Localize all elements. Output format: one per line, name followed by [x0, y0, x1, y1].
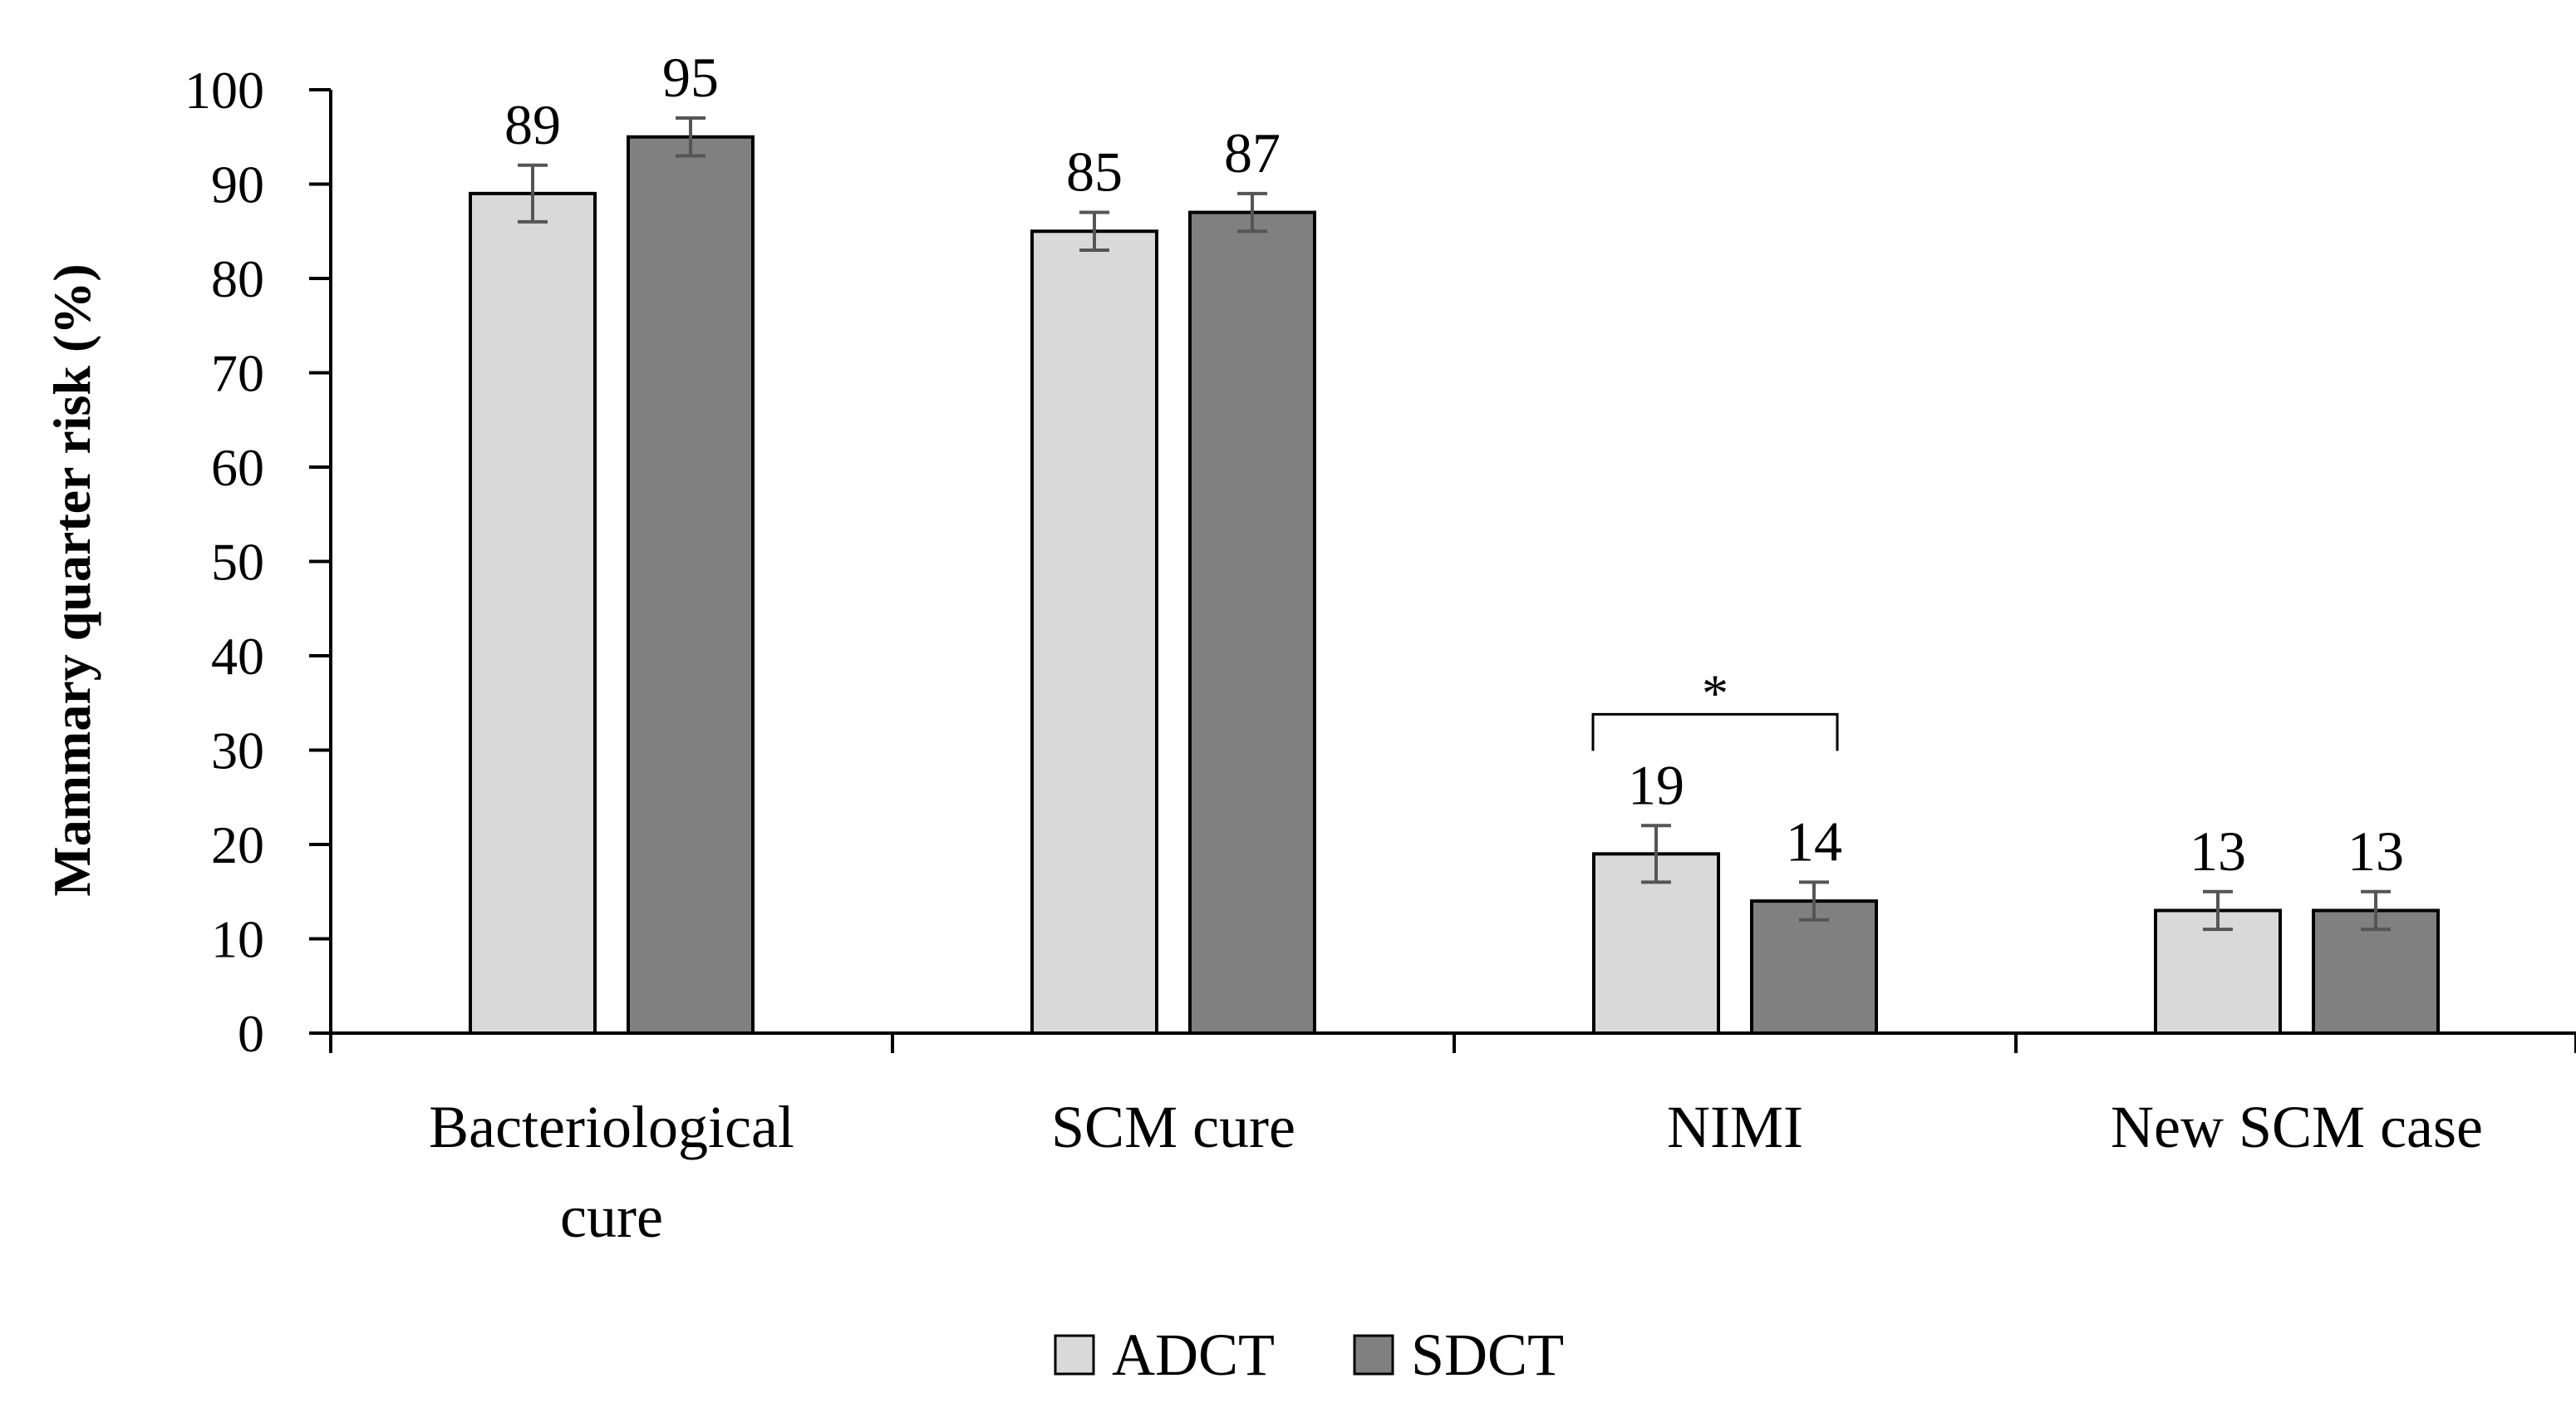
bar-sdct: [1188, 210, 1316, 1036]
data-label: 85: [1066, 140, 1123, 204]
legend: ADCT SDCT: [1054, 1322, 1564, 1388]
legend-label-sdct: SDCT: [1411, 1322, 1564, 1388]
data-label: 19: [1628, 753, 1684, 816]
data-label: 89: [504, 93, 561, 156]
bar-sdct: [1750, 899, 1878, 1035]
legend-label-adct: ADCT: [1112, 1322, 1275, 1388]
y-tick-label: 0: [238, 1004, 264, 1063]
y-tick-label: 50: [211, 533, 264, 592]
bar-sdct: [627, 135, 755, 1035]
data-label: 87: [1224, 121, 1281, 185]
significance-bracket: [1591, 712, 1839, 751]
x-category-label: cure: [560, 1184, 663, 1250]
significance-label: *: [1702, 663, 1728, 722]
y-tick-label: 100: [184, 61, 264, 120]
y-tick-label: 60: [211, 438, 264, 497]
y-axis-title: Mammary quarter risk (%): [42, 263, 101, 896]
data-label: 95: [662, 46, 719, 109]
y-tick-label: 70: [211, 344, 264, 403]
data-label: 13: [2347, 820, 2404, 883]
plot-area: 0 10 20 30 40 50 60 70 80 90 100 Bacteriological cur…: [184, 46, 2576, 1250]
data-label: 14: [1786, 810, 1842, 873]
x-category-label: NIMI: [1667, 1094, 1803, 1160]
y-tick-label: 90: [211, 155, 264, 214]
y-tick-label: 30: [211, 721, 264, 780]
bar-adct: [1030, 229, 1158, 1035]
x-category-label: New SCM case: [2111, 1094, 2483, 1160]
bar-adct: [469, 191, 597, 1036]
legend-swatch-adct: [1054, 1334, 1095, 1376]
y-tick-label: 80: [211, 249, 264, 308]
y-tick-label: 40: [211, 627, 264, 686]
y-tick-label: 10: [211, 910, 264, 969]
x-category-label: Bacteriological: [429, 1094, 794, 1160]
x-category-label: SCM cure: [1051, 1094, 1295, 1160]
legend-swatch-sdct: [1353, 1334, 1394, 1376]
data-label: 13: [2190, 820, 2246, 883]
y-tick-label: 20: [211, 815, 264, 874]
